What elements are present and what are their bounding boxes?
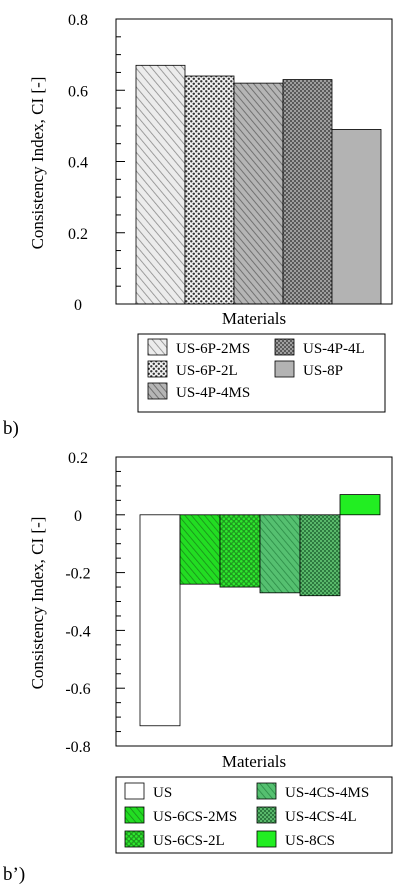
legend-label: US [153, 785, 172, 801]
bar-us [139, 514, 181, 727]
bar-us-8p [331, 129, 382, 305]
bar-us-6p-2ms [135, 64, 186, 305]
bars [139, 494, 381, 727]
chart-panel-b-prime: Consistency Index, CI [-] -0.8-0.6-0.4-0… [3, 450, 393, 885]
y-tick-label: -0.4 [65, 623, 90, 640]
legend-swatch-us-4cs-4l [256, 806, 277, 824]
legend-swatch-us-6p-2ms [147, 338, 168, 356]
legend-label: US-6CS-2L [153, 833, 225, 849]
y-tick-label: 0.6 [68, 83, 88, 100]
plot-frame [115, 456, 393, 747]
legend-swatch-us-6p-2l [147, 360, 168, 378]
y-tick-label: 0.2 [68, 450, 88, 467]
legend-label: US-6P-2L [176, 363, 238, 379]
y-tick-label: 0.4 [68, 155, 88, 172]
legend-swatch-us-4p-4ms [147, 382, 168, 400]
y-tick-label: -0.2 [65, 566, 90, 583]
legend-label: US-8CS [285, 833, 335, 849]
y-tick-label: 0 [74, 297, 82, 314]
panel-label: b) [3, 418, 19, 439]
y-tick-label: 0.8 [68, 12, 88, 29]
bar-us-4cs-4ms [259, 514, 301, 594]
plot-frame [115, 18, 393, 305]
legend-swatch-us-4p-4l [274, 338, 295, 356]
y-tick-label: 0 [74, 508, 82, 525]
legend-label: US-6CS-2MS [153, 809, 237, 825]
bars [135, 64, 382, 305]
y-ticks: -0.8 -0.6 -0.4 -0.2 0 0.2 [65, 450, 125, 756]
x-axis-title: Materials [222, 309, 286, 328]
legend: US US-6CS-2MS US-6CS-2L US-4CS-4MS US-4CS-4L… [124, 782, 369, 849]
legend-label: US-6P-2MS [176, 341, 250, 357]
legend-label: US-4CS-4MS [285, 785, 369, 801]
legend-swatch-us-8p [274, 360, 295, 378]
bar-us-4p-4ms [233, 82, 284, 305]
legend-swatch-us-8cs [256, 830, 277, 848]
legend: US-6P-2MS US-6P-2L US-4P-4MS US-4P-4L US-8P [147, 338, 365, 401]
legend-label: US-8P [303, 363, 343, 379]
legend-label: US-4P-4MS [176, 385, 250, 401]
x-axis-title: Materials [222, 752, 286, 771]
legend-swatch-us-6cs-2l [124, 830, 145, 848]
bar-us-4p-4l [282, 79, 333, 305]
y-tick-label: -0.6 [65, 681, 90, 698]
legend-swatch-us-4cs-4ms [256, 782, 277, 800]
y-axis-title: Consistency Index, CI [-] [28, 517, 47, 690]
legend-label: US-4CS-4L [285, 809, 357, 825]
bar-us-8cs [339, 494, 381, 516]
y-axis-title: Consistency Index, CI [-] [28, 77, 47, 250]
legend-box [137, 333, 386, 413]
chart-panel-b: Consistency Index, CI [-] 00.20.40.60.8 … [3, 12, 393, 439]
bar-us-6cs-2l [219, 514, 261, 588]
y-ticks: 0 0.2 0.4 0.6 0.8 [68, 12, 125, 314]
bar-us-4cs-4l [299, 514, 341, 597]
legend-box [115, 776, 393, 854]
y-tick-label: 0.2 [68, 226, 88, 243]
legend-swatch-us-6cs-2ms [124, 806, 145, 824]
bar-us-6cs-2ms [179, 514, 221, 585]
legend-swatch-us [124, 782, 145, 800]
panel-label: b’) [3, 864, 25, 885]
legend-label: US-4P-4L [303, 341, 365, 357]
y-tick-label: -0.8 [65, 739, 90, 756]
bar-us-6p-2l [184, 75, 235, 305]
